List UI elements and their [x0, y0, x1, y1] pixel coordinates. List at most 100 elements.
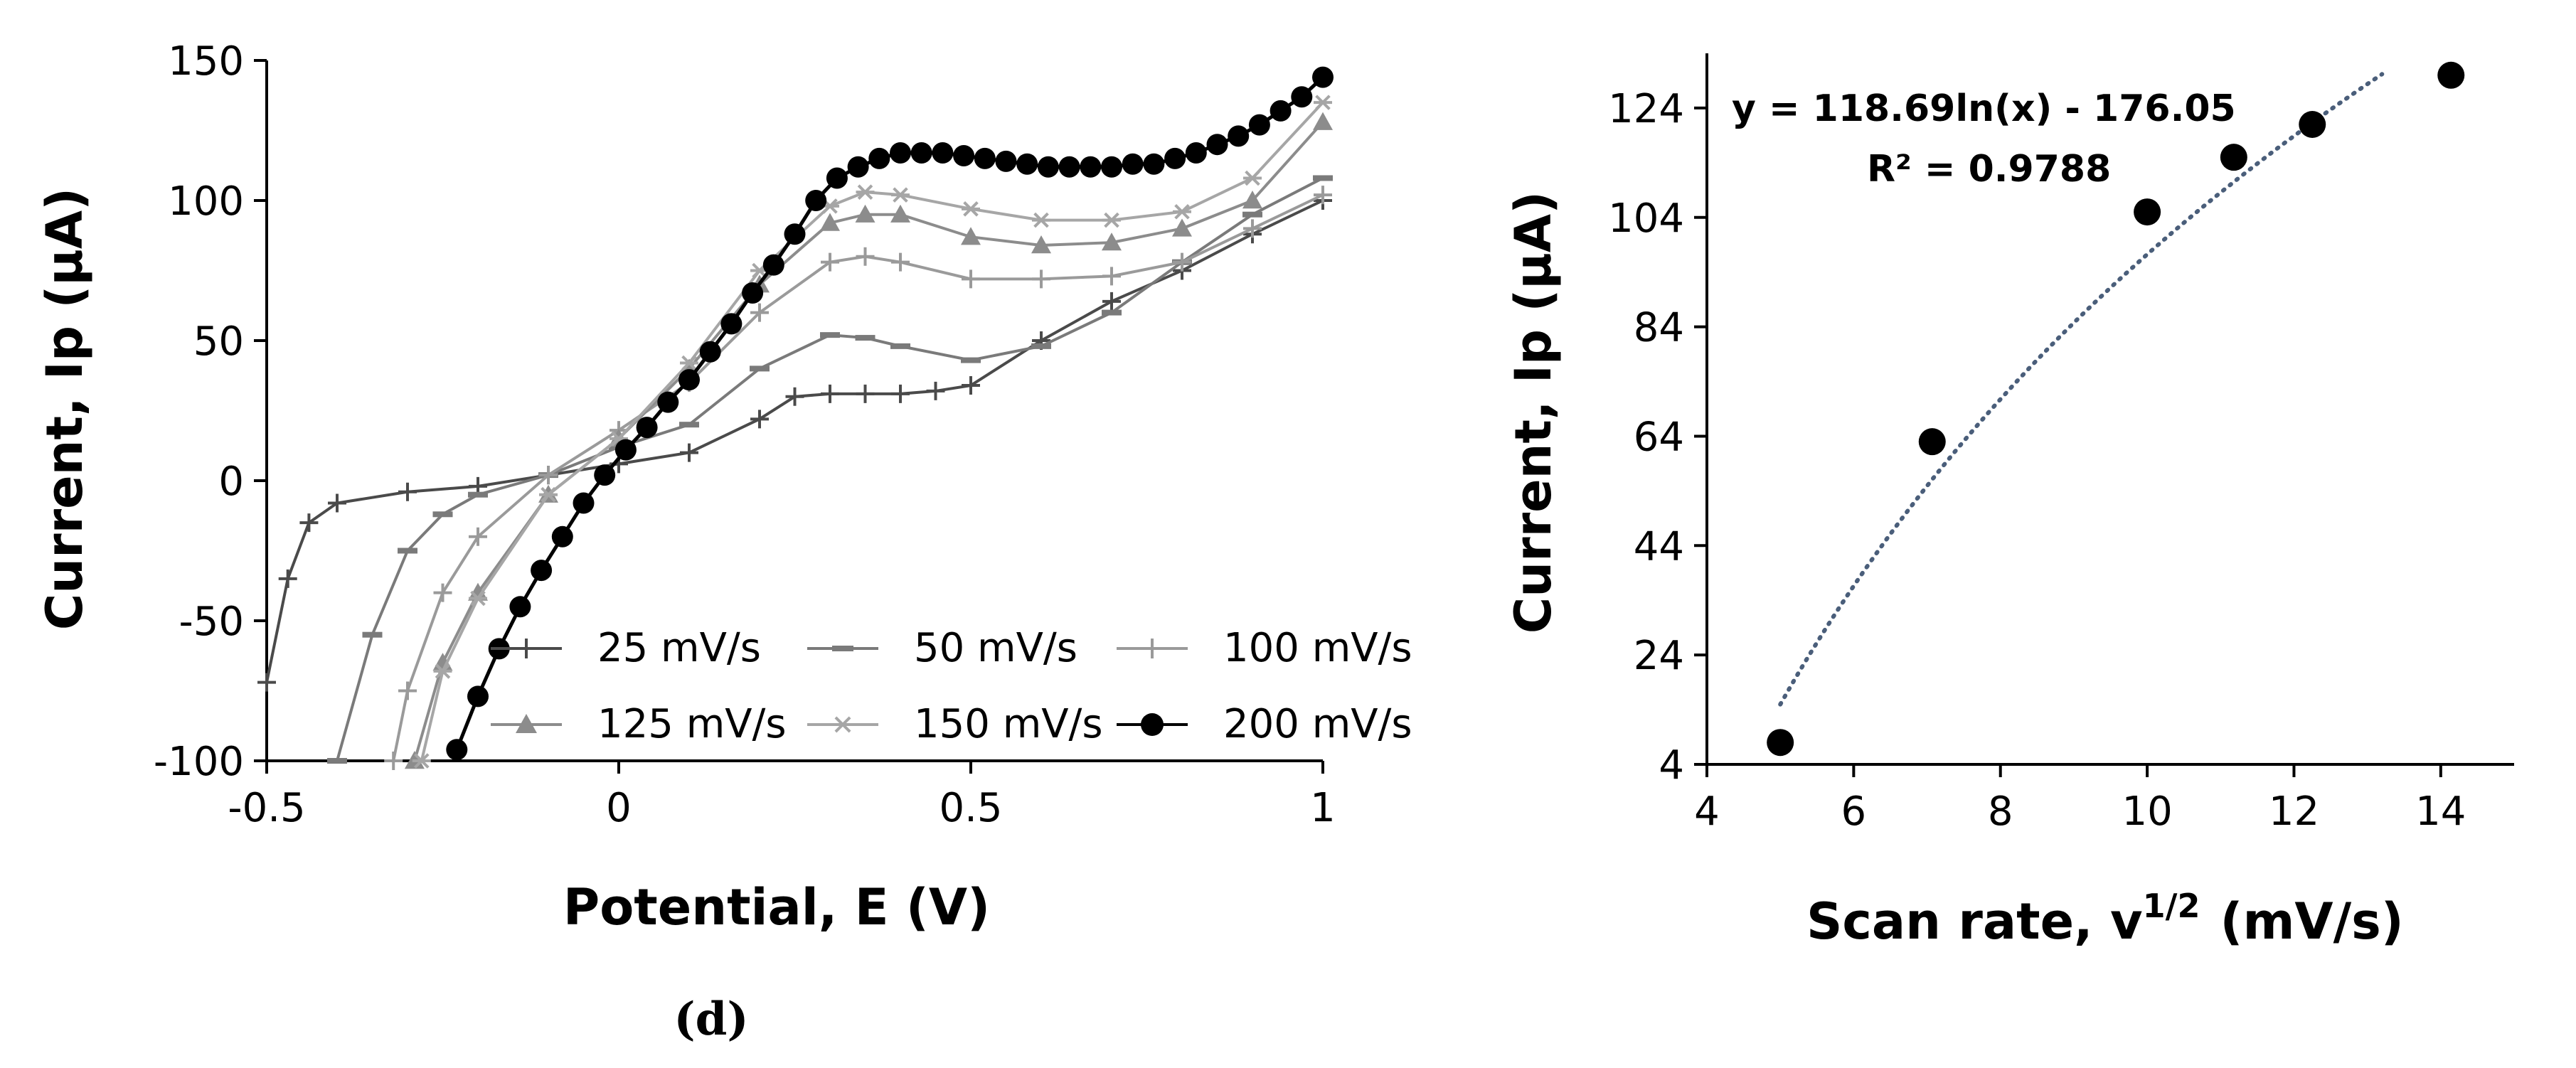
- scatter-point: [2134, 198, 2161, 226]
- data-point: [868, 147, 890, 169]
- series-line-25: [265, 199, 1324, 683]
- data-point: [1058, 156, 1080, 178]
- data-point: [509, 596, 531, 618]
- data-point: [1173, 252, 1191, 272]
- data-point: [1291, 86, 1313, 108]
- sr-y-tick-label: 64: [1634, 414, 1684, 460]
- cv-x-axis-label: Potential, E (V): [563, 878, 990, 936]
- data-point: [1242, 211, 1262, 218]
- data-point: [742, 282, 764, 304]
- data-point: [890, 343, 910, 349]
- data-point: [784, 223, 806, 245]
- data-point: [1101, 156, 1122, 178]
- series-50: [327, 175, 1333, 764]
- sr-y-ticks: 4 24 44 64 84 104 124: [1608, 86, 1707, 789]
- legend-label-125: 125 mV/s: [597, 701, 787, 747]
- data-point: [890, 204, 910, 223]
- cv-y-tick-label: 150: [168, 38, 244, 85]
- data-point: [1037, 156, 1059, 178]
- data-point: [539, 486, 558, 503]
- data-point: [1102, 292, 1121, 311]
- series-line-125: [413, 121, 1324, 762]
- data-point: [433, 583, 452, 602]
- data-point: [1164, 147, 1186, 169]
- data-point: [953, 144, 975, 166]
- data-point: [433, 663, 452, 679]
- legend-symbol: [516, 639, 536, 658]
- cv-y-axis-label: Current, Ip (µA): [36, 188, 94, 630]
- data-point: [468, 582, 488, 601]
- data-point: [551, 525, 573, 548]
- legend-item-100: 100 mV/s: [1117, 625, 1412, 671]
- data-point: [1243, 170, 1262, 186]
- data-point: [1185, 142, 1207, 164]
- cv-x-tick-label: 1: [1310, 785, 1336, 831]
- scatter-point: [1918, 428, 1946, 456]
- sr-x-axis-label: Scan rate, v1/2 (mV/s): [1806, 887, 2404, 951]
- legend-item-125: 125 mV/s: [491, 701, 787, 747]
- data-point: [932, 142, 954, 164]
- sr-x-ticks: 4 6 8 10 12 14: [1694, 764, 2466, 835]
- data-point: [467, 685, 489, 707]
- data-point: [446, 739, 468, 761]
- sr-x-tick-label: 12: [2269, 789, 2319, 835]
- data-point: [856, 247, 875, 266]
- legend-item-50: 50 mV/s: [807, 625, 1077, 671]
- data-point: [961, 357, 981, 363]
- series-line-50: [336, 176, 1324, 762]
- data-point: [820, 332, 840, 338]
- legend-marker-200: [1117, 713, 1188, 736]
- data-point: [328, 493, 346, 513]
- data-point: [1248, 114, 1270, 136]
- sr-x-axis-label-main: Scan rate, v: [1806, 892, 2143, 951]
- data-point: [1242, 191, 1262, 209]
- data-point: [1172, 218, 1192, 237]
- data-point: [1122, 153, 1144, 175]
- scatter-point: [2220, 144, 2247, 171]
- cv-y-tick-label: -100: [154, 739, 244, 785]
- data-point: [257, 673, 276, 692]
- sr-y-tick-label: 84: [1634, 305, 1684, 351]
- cv-y-tick-label: 100: [168, 178, 244, 225]
- data-point: [1102, 233, 1122, 251]
- panel-label: (d): [674, 993, 748, 1046]
- data-point: [299, 513, 319, 533]
- data-point: [680, 355, 698, 371]
- cv-y-tick-label: -50: [179, 599, 244, 645]
- data-point: [531, 560, 553, 582]
- data-point: [398, 482, 417, 501]
- sr-x-axis-label-units: (mV/s): [2220, 892, 2403, 951]
- data-point: [847, 156, 869, 178]
- cv-x-tick-label: 0: [606, 785, 632, 831]
- series-125: [404, 112, 1333, 769]
- data-point: [384, 752, 403, 770]
- data-point: [398, 681, 417, 700]
- data-point: [1313, 175, 1333, 181]
- series-25: [257, 191, 1332, 692]
- legend-symbol: [1141, 713, 1164, 736]
- data-point: [1314, 186, 1332, 205]
- data-point: [805, 190, 827, 211]
- data-point: [750, 365, 770, 372]
- data-point: [398, 548, 417, 554]
- legend-item-150: 150 mV/s: [807, 701, 1103, 747]
- data-point: [678, 369, 700, 391]
- data-point: [1031, 343, 1051, 349]
- data-point: [412, 753, 431, 769]
- data-point: [1031, 235, 1051, 254]
- data-point: [278, 569, 297, 588]
- data-point: [1228, 125, 1250, 147]
- cv-legend: 25 mV/s 50 mV/s 100 mV/s 125 mV/s 150 mV…: [491, 625, 1412, 747]
- legend-symbol: [1142, 639, 1162, 658]
- data-point: [750, 410, 769, 429]
- sr-y-tick-label: 124: [1608, 86, 1684, 132]
- legend-marker-150: [807, 716, 878, 733]
- data-point: [1270, 100, 1292, 122]
- data-point: [1032, 212, 1050, 228]
- scatter-point: [1767, 729, 1794, 757]
- data-point: [432, 511, 453, 518]
- data-point: [962, 269, 980, 289]
- data-point: [573, 492, 595, 514]
- data-point: [1206, 134, 1228, 156]
